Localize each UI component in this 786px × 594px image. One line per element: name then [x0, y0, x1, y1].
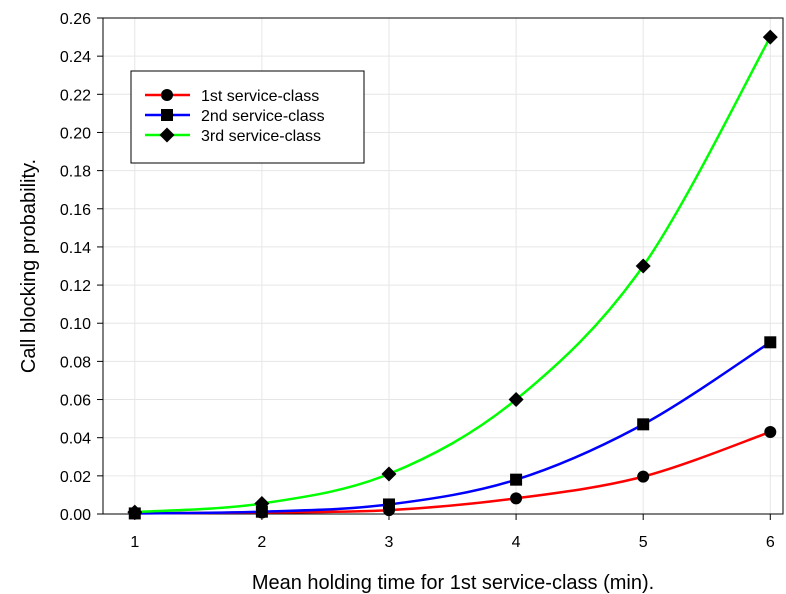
series-2	[128, 336, 777, 520]
y-axis-label: Call blocking probability.	[18, 159, 40, 373]
series-3	[127, 29, 778, 520]
y-axis: 0.00 0.02 0.04 0.06 0.08 0.10 0.12 0.14 0.16 0.18…	[60, 11, 103, 524]
series-1	[128, 425, 777, 520]
data-point-diamond	[381, 466, 397, 482]
data-point-square	[764, 336, 777, 349]
data-point-square	[255, 505, 268, 518]
data-point-diamond	[127, 504, 143, 520]
data-point-square	[510, 473, 523, 486]
series-line-2	[134, 341, 771, 515]
legend-label: 2nd service-class	[201, 108, 325, 125]
data-point-diamond	[508, 392, 524, 408]
x-tick-label: 5	[639, 534, 648, 551]
legend-item-1: 1st service-class	[145, 88, 319, 105]
x-tick-label: 3	[385, 534, 394, 551]
y-tick-label: 0.04	[60, 431, 91, 448]
x-tick-label: 1	[130, 534, 139, 551]
y-tick-label: 0.02	[60, 469, 91, 486]
y-tick-label: 0.06	[60, 393, 91, 410]
x-tick-label: 4	[512, 534, 521, 551]
y-tick-label: 0.22	[60, 87, 91, 104]
legend-label: 3rd service-class	[201, 128, 321, 145]
y-tick-label: 0.00	[60, 507, 91, 524]
data-point-square	[637, 418, 650, 431]
data-point-diamond	[254, 496, 270, 512]
data-point-diamond	[762, 29, 778, 45]
data-point-circle	[510, 492, 523, 505]
y-tick-label: 0.20	[60, 125, 91, 142]
legend-marker-square	[161, 109, 173, 121]
data-point-diamond	[635, 258, 651, 274]
x-axis: 1 2 3 4 5 6	[130, 514, 775, 551]
y-tick-label: 0.18	[60, 164, 91, 181]
data-point-square	[382, 498, 395, 511]
data-point-circle	[764, 425, 777, 438]
x-tick-label: 6	[766, 534, 775, 551]
y-tick-label: 0.24	[60, 49, 91, 66]
y-tick-label: 0.14	[60, 240, 91, 257]
x-axis-label: Mean holding time for 1st service-class …	[252, 572, 654, 594]
x-tick-label: 2	[257, 534, 266, 551]
legend-marker-circle	[161, 89, 173, 101]
legend-label: 1st service-class	[201, 88, 319, 105]
data-point-circle	[637, 470, 650, 483]
y-tick-label: 0.26	[60, 11, 91, 28]
legend-marker-diamond	[159, 127, 175, 143]
series-group	[127, 29, 778, 520]
y-tick-label: 0.16	[60, 202, 91, 219]
legend: 1st service-class 2nd service-class 3rd se…	[130, 70, 365, 164]
y-tick-label: 0.12	[60, 278, 91, 295]
y-tick-label: 0.08	[60, 354, 91, 371]
legend-item-2: 2nd service-class	[145, 108, 325, 125]
legend-item-3: 3rd service-class	[145, 127, 321, 145]
plot-frame	[102, 17, 784, 515]
y-tick-label: 0.10	[60, 316, 91, 333]
